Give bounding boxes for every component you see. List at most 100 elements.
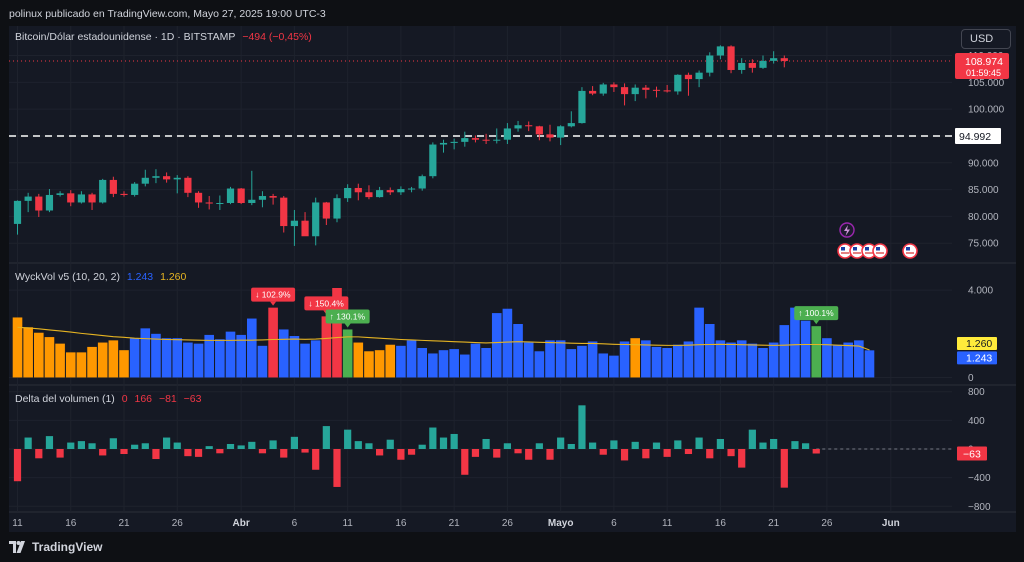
wyckvol-bar [715, 340, 726, 378]
delta-bar [376, 449, 384, 456]
delta-bar [642, 449, 650, 459]
time-axis-label: 11 [12, 518, 23, 529]
wyckvol-ma-label: 1.260 [966, 338, 992, 350]
wyckvol-bar [449, 349, 459, 378]
wyckvol-bar [619, 341, 630, 378]
wyckvol-title[interactable]: WyckVol v5 (10, 20, 2) [15, 271, 120, 283]
candle-body [652, 89, 661, 91]
wyckvol-bar [502, 308, 513, 378]
wyckvol-bar [108, 340, 119, 378]
wyckvol-bar [555, 340, 566, 378]
wyckvol-vol-label: 1.243 [966, 352, 992, 364]
symbol-title[interactable]: Bitcoin/Dólar estadounidense · 1D · BITS… [15, 31, 236, 43]
delta-axis-tick: −400 [968, 473, 991, 484]
time-axis-label: 16 [65, 518, 77, 529]
delta-bar [88, 443, 96, 449]
us-flag-canton [853, 247, 857, 251]
delta-bar [386, 439, 394, 449]
delta-bar [471, 449, 480, 457]
wyckvol-legend: WyckVol v5 (10, 20, 2) 1.243 1.260 [15, 271, 190, 283]
wyckvol-bar [300, 343, 310, 378]
wyckvol-bar [545, 340, 555, 378]
candle-body [418, 176, 426, 189]
wyckvol-bar [204, 334, 214, 378]
delta-bar [461, 449, 469, 475]
candle-body [567, 123, 575, 127]
delta-bar [77, 441, 85, 449]
wyckvol-bar [44, 337, 55, 378]
candle-body [674, 74, 682, 92]
delta-bar [674, 440, 682, 449]
delta-bar [312, 449, 320, 470]
delta-bar [184, 449, 192, 457]
delta-bar [695, 437, 703, 449]
delta-bar [684, 449, 693, 455]
candle-body [205, 202, 213, 204]
currency-button[interactable]: USD [961, 29, 1011, 49]
candle-body [226, 188, 235, 203]
delta-bar [301, 449, 309, 453]
wyckvol-bar [470, 343, 481, 378]
tradingview-logo[interactable]: TradingView [9, 540, 102, 554]
wyckvol-bar [800, 320, 811, 378]
candle-body [344, 187, 352, 199]
wyckvol-bar [513, 324, 523, 378]
wyckvol-annotation-pointer [344, 323, 351, 328]
wyckvol-bar [23, 327, 33, 378]
delta-bar [780, 449, 788, 488]
wyckvol-bar [55, 343, 65, 378]
us-flag-icon [872, 243, 888, 259]
delta-bar [226, 443, 235, 449]
wyckvol-bar [854, 340, 864, 378]
candle-body [88, 194, 96, 203]
candle-body [770, 58, 778, 61]
wyckvol-bar [119, 350, 129, 378]
wyckvol-bar [534, 351, 545, 378]
candle-body [759, 60, 767, 68]
us-flag-icon [902, 243, 918, 259]
delta-bar [738, 449, 746, 468]
delta-title[interactable]: Delta del volumen (1) [15, 393, 115, 405]
wyckvol-annotation-box [251, 287, 296, 302]
wyckvol-bar [236, 334, 246, 378]
delta-bar [525, 449, 533, 460]
delta-bar [514, 449, 522, 454]
delta-bar [344, 429, 352, 449]
time-axis-label: 21 [768, 518, 780, 529]
candle-body [109, 179, 117, 194]
hline-label-box [955, 127, 1001, 144]
main-legend: Bitcoin/Dólar estadounidense · 1D · BITS… [15, 31, 316, 43]
delta-bar [280, 449, 288, 458]
us-flag-canton [841, 247, 845, 251]
delta-bar [567, 443, 575, 449]
candle-body [45, 194, 54, 211]
delta-bar [152, 449, 160, 460]
wyckvol-annotation-box [325, 309, 370, 324]
wyckvol-ma-line [17, 326, 870, 351]
wyckvol-bar [321, 316, 332, 378]
wyckvol-annotation-box [794, 306, 839, 321]
us-flag-canton [865, 247, 869, 251]
candle-body [280, 197, 288, 227]
candle-body [301, 220, 309, 237]
delta-bar [791, 441, 799, 449]
wyckvol-bar [87, 346, 97, 378]
candle-body [35, 196, 43, 211]
delta-last-label: −63 [963, 449, 981, 461]
candle-body [184, 177, 192, 193]
candle-body [429, 144, 437, 177]
time-axis-label: 21 [449, 518, 461, 529]
delta-bar [365, 443, 373, 449]
candle-body [322, 202, 330, 219]
wyckvol-bar [438, 350, 449, 378]
delta-bar [248, 441, 256, 449]
delta-bar [205, 446, 213, 449]
candle-body [248, 199, 256, 203]
delta-bar [269, 440, 277, 449]
wyckvol-bar [247, 318, 257, 378]
delta-bar [109, 438, 117, 449]
wyckvol-bar [278, 329, 289, 378]
delta-bar [397, 449, 405, 460]
candle-body [237, 188, 245, 203]
